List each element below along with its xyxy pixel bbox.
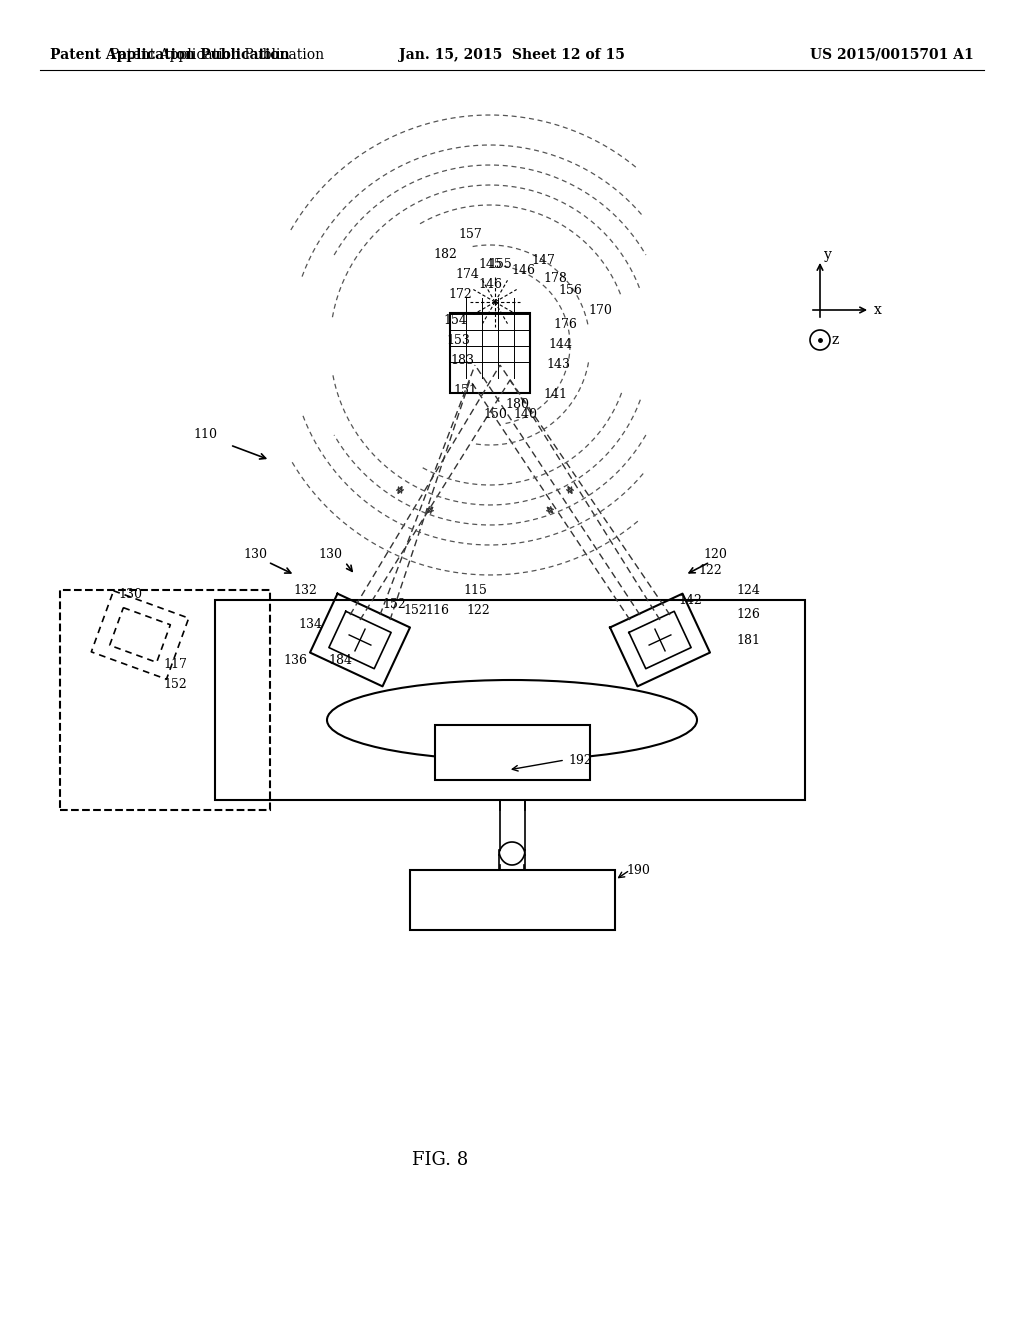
Text: 116: 116 [425, 603, 449, 616]
Text: 130: 130 [118, 589, 142, 602]
Text: 122: 122 [466, 603, 489, 616]
Text: 126: 126 [736, 609, 760, 622]
Text: 154: 154 [443, 314, 467, 326]
Text: 180: 180 [505, 399, 529, 412]
Bar [60, 590, 270, 810]
Text: 150: 150 [483, 408, 507, 421]
Text: 152: 152 [163, 678, 186, 692]
Text: Patent Application Publication: Patent Application Publication [50, 48, 290, 62]
Text: 124: 124 [736, 583, 760, 597]
Text: 172: 172 [449, 289, 472, 301]
Text: 130: 130 [243, 549, 267, 561]
Text: 144: 144 [548, 338, 572, 351]
Bar [215, 601, 805, 800]
Text: 184: 184 [328, 653, 352, 667]
Text: 146: 146 [478, 279, 502, 292]
Text: 122: 122 [698, 564, 722, 577]
Text: 110: 110 [193, 429, 217, 441]
Text: 178: 178 [543, 272, 567, 285]
Text: 132: 132 [293, 583, 317, 597]
Text: 182: 182 [433, 248, 457, 261]
Text: 142: 142 [678, 594, 701, 606]
Text: 153: 153 [446, 334, 470, 346]
Text: 130: 130 [318, 549, 342, 561]
Text: 176: 176 [553, 318, 577, 331]
Text: 183: 183 [450, 354, 474, 367]
Text: z: z [831, 333, 839, 347]
Text: 181: 181 [736, 634, 760, 647]
Text: 157: 157 [458, 228, 482, 242]
Text: 156: 156 [558, 284, 582, 297]
Text: 155: 155 [488, 259, 512, 272]
Text: x: x [874, 304, 882, 317]
Bar [410, 870, 615, 931]
Text: Jan. 15, 2015  Sheet 12 of 15: Jan. 15, 2015 Sheet 12 of 15 [399, 48, 625, 62]
Text: 140: 140 [513, 408, 537, 421]
Text: FIG. 8: FIG. 8 [412, 1151, 468, 1170]
Text: 143: 143 [546, 359, 570, 371]
Text: US 2015/0015701 A1: US 2015/0015701 A1 [810, 48, 974, 62]
Bar [450, 313, 530, 392]
Text: 190: 190 [626, 863, 650, 876]
Text: 141: 141 [543, 388, 567, 401]
Text: 152: 152 [403, 603, 427, 616]
Text: 117: 117 [163, 659, 187, 672]
Text: 146: 146 [511, 264, 535, 276]
Text: 151: 151 [453, 384, 477, 396]
Text: 192: 192 [568, 754, 592, 767]
Text: 174: 174 [455, 268, 479, 281]
Ellipse shape [327, 680, 697, 760]
Text: 134: 134 [298, 619, 322, 631]
Text: 136: 136 [283, 653, 307, 667]
Bar [435, 725, 590, 780]
Text: 145: 145 [478, 259, 502, 272]
Text: 147: 147 [531, 253, 555, 267]
Text: 170: 170 [588, 304, 612, 317]
Text: y: y [824, 248, 831, 261]
Text: 152: 152 [382, 598, 406, 611]
Text: 120: 120 [703, 549, 727, 561]
Text: 115: 115 [463, 583, 487, 597]
Text: Patent Application Publication: Patent Application Publication [110, 48, 325, 62]
